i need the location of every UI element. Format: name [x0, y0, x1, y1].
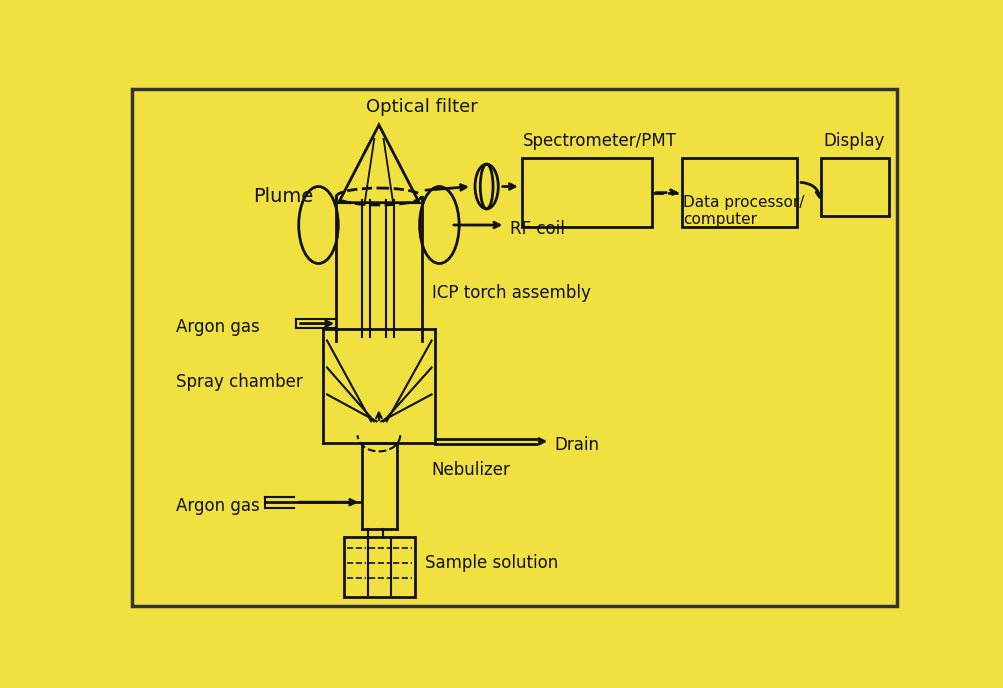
Text: Drain: Drain [554, 436, 599, 454]
Text: Spray chamber: Spray chamber [176, 373, 302, 391]
Bar [681, 158, 795, 227]
Text: Optical filter: Optical filter [365, 98, 477, 116]
Text: RF coil: RF coil [510, 220, 565, 238]
Text: Sample solution: Sample solution [425, 554, 558, 572]
Text: Nebulizer: Nebulizer [431, 461, 510, 480]
Text: Argon gas: Argon gas [176, 497, 260, 515]
Text: ICP torch assembly: ICP torch assembly [431, 284, 590, 302]
Text: Argon gas: Argon gas [176, 319, 260, 336]
Bar [344, 537, 415, 597]
Text: Data processor/
computer: Data processor/ computer [683, 195, 804, 227]
Bar [521, 158, 651, 227]
Bar [819, 158, 888, 216]
Text: Plume: Plume [253, 187, 313, 206]
Text: Display: Display [822, 131, 884, 150]
Text: Spectrometer/PMT: Spectrometer/PMT [523, 131, 676, 150]
